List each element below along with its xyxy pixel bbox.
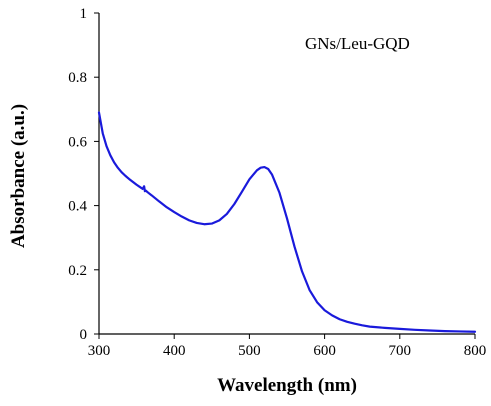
- series-layer: [97, 111, 477, 333]
- x-tick-label: 400: [163, 343, 186, 359]
- y-tick-label: 0.6: [68, 134, 87, 150]
- plot-frame: [98, 13, 475, 335]
- y-tick-label: 0.4: [68, 199, 87, 215]
- x-tick-label: 300: [88, 343, 111, 359]
- absorbance-series-line: [97, 111, 477, 333]
- y-tick-label: 0: [80, 327, 88, 343]
- x-tick-label: 500: [238, 343, 261, 359]
- x-axis-title: Wavelength (nm): [217, 375, 357, 396]
- y-axis-title: Absorbance (a.u.): [8, 104, 29, 248]
- x-tick-label: 600: [313, 343, 336, 359]
- y-tick-label: 0.8: [68, 70, 87, 86]
- y-tick-label: 0.2: [68, 263, 87, 279]
- plot-annotation: GNs/Leu-GQD: [305, 34, 410, 53]
- y-tick-label: 1: [80, 6, 88, 22]
- x-tick-label: 700: [389, 343, 412, 359]
- x-tick-label: 800: [464, 343, 487, 359]
- ticks-layer: 300 400 500 600 700 800 0 0.2 0.4 0.6 0.8 1: [68, 6, 486, 359]
